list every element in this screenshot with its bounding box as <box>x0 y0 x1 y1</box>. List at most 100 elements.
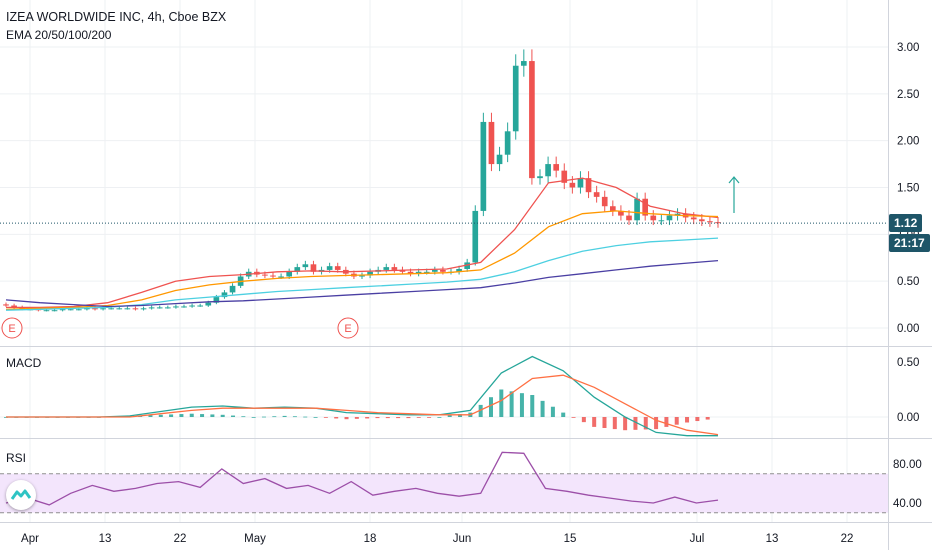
time-tick-label: 18 <box>364 533 377 545</box>
macd-histogram-bar <box>385 417 390 419</box>
macd-histogram-bar <box>674 417 679 425</box>
candle-body <box>634 198 640 221</box>
macd-histogram-bar <box>396 417 401 419</box>
candle-body <box>116 308 123 310</box>
macd-pane-label[interactable]: MACD <box>6 356 42 370</box>
candle-body <box>488 121 495 165</box>
candle-body <box>181 306 187 308</box>
candle-body <box>464 262 471 269</box>
candle-body <box>100 308 106 310</box>
candle-body <box>440 269 446 272</box>
rsi-pane <box>0 451 888 514</box>
macd-histogram-bar <box>323 417 328 418</box>
macd-histogram-bar <box>427 417 432 418</box>
macd-histogram-bar <box>200 414 205 417</box>
candle-body <box>205 302 212 306</box>
candle-body <box>286 271 293 277</box>
signal-line <box>6 374 719 436</box>
macd-histogram-bar <box>664 417 669 427</box>
macd-histogram-bar <box>561 412 566 417</box>
macd-histogram-bar <box>251 417 256 418</box>
time-tick-label: 13 <box>766 533 779 545</box>
macd-histogram-bar <box>488 397 493 417</box>
candle-body <box>585 178 592 193</box>
candle-body <box>75 309 82 311</box>
price-tick-label: 2.00 <box>897 136 919 148</box>
macd-histogram-bar <box>344 417 349 420</box>
candle-body <box>140 308 147 310</box>
macd-histogram-bar <box>478 404 483 417</box>
candle-body <box>496 154 503 165</box>
macd-histogram-bar <box>550 406 555 417</box>
macd-histogram-bar <box>261 416 266 418</box>
macd-histogram-bar <box>303 416 308 418</box>
ema-line <box>5 259 719 308</box>
candle-body <box>270 275 276 277</box>
candle-body <box>59 309 66 311</box>
macd-histogram-bar <box>241 416 246 418</box>
candle-body <box>650 215 657 221</box>
macd-histogram-bar <box>220 414 225 417</box>
up-arrow-icon <box>728 176 740 184</box>
countdown-tag: 21:17 <box>889 234 930 252</box>
candle-body <box>407 271 414 274</box>
macd-histogram-bar <box>540 400 545 417</box>
candle-body <box>84 308 90 310</box>
last-price-tag: 1.12 <box>889 214 923 232</box>
candle-body <box>472 210 479 263</box>
candle-body <box>334 266 341 270</box>
candle-body <box>173 306 179 308</box>
candle-body <box>520 61 527 66</box>
macd-histogram-bar <box>354 417 359 419</box>
candle-body <box>326 266 333 270</box>
candle-body <box>262 274 268 276</box>
macd-histogram-bar <box>633 417 638 430</box>
candle-body <box>399 269 406 272</box>
earnings-marker-label: E <box>8 323 15 335</box>
candle-body <box>92 308 98 310</box>
macd-histogram-bar <box>158 414 163 417</box>
candle-body <box>512 65 519 132</box>
candle-body <box>294 267 301 272</box>
macd-histogram-bar <box>654 417 659 430</box>
macd-histogram-bar <box>282 415 287 417</box>
ema-indicator-label[interactable]: EMA 20/50/100/200 <box>6 28 112 42</box>
rsi-band <box>0 473 888 513</box>
tradingview-logo-icon[interactable] <box>6 480 36 510</box>
candle-body <box>67 309 74 311</box>
macd-histogram-bar <box>695 417 700 422</box>
macd-line <box>6 355 718 437</box>
price-tick-label: 0.50 <box>897 276 919 288</box>
macd-histogram-bar <box>499 389 504 417</box>
candle-body <box>164 307 171 309</box>
grid <box>0 0 888 522</box>
candle-body <box>221 292 228 298</box>
earnings-marker-label: E <box>344 323 351 335</box>
earnings-marker <box>1 317 23 339</box>
candle-body <box>51 310 58 312</box>
candle-body <box>601 196 608 207</box>
macd-histogram-bar <box>406 417 411 419</box>
time-tick-label: Jul <box>690 533 705 545</box>
macd-histogram-bar <box>530 395 535 417</box>
candle-body <box>480 121 487 211</box>
candle-body <box>3 304 9 306</box>
rsi-line <box>5 451 719 506</box>
macd-histogram-bar <box>612 417 617 430</box>
candle-body <box>229 285 236 293</box>
candle-body <box>197 305 204 307</box>
candle-body <box>626 215 632 221</box>
macd-histogram-bar <box>292 416 297 418</box>
macd-histogram-bar <box>179 414 184 417</box>
time-tick-label: Apr <box>21 533 39 545</box>
candle-body <box>537 176 543 179</box>
candle-body <box>359 275 365 277</box>
macd-histogram-bar <box>148 415 153 417</box>
candle-body <box>367 271 373 276</box>
macd-histogram-bar <box>519 393 524 417</box>
candle-body <box>545 164 551 177</box>
macd-histogram-bar <box>602 417 607 428</box>
price-tick-label: 3.00 <box>897 42 919 54</box>
rsi-pane-label[interactable]: RSI <box>6 451 27 465</box>
